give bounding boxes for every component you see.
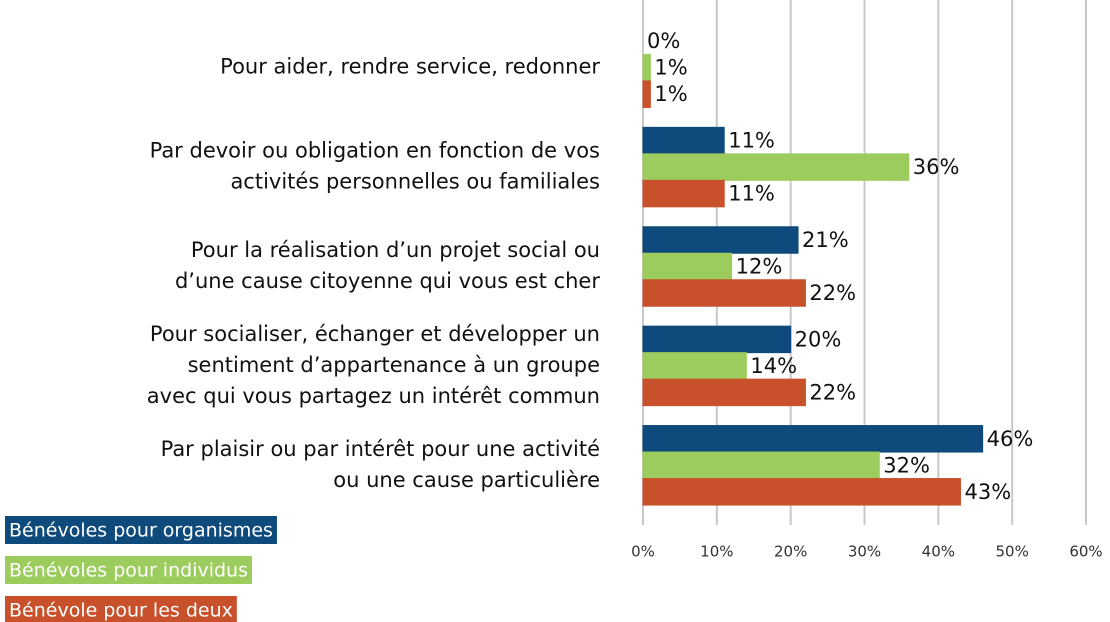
category-label: Par plaisir ou par intérêt pour une acti…: [161, 437, 600, 461]
category-label: Pour la réalisation d’un projet social o…: [191, 238, 600, 262]
bar: [642, 478, 961, 506]
bar: [642, 80, 651, 108]
legend-swatch: [5, 516, 277, 544]
data-label: 20%: [795, 327, 842, 351]
category-label: sentiment d’appartenance à un groupe: [188, 353, 600, 377]
x-tick-label: 0%: [631, 543, 655, 561]
bar: [642, 425, 984, 453]
data-label: 21%: [802, 228, 849, 252]
bar: [642, 352, 747, 380]
bar: [642, 279, 806, 307]
category-label: Par devoir ou obligation en fonction de …: [150, 139, 600, 163]
category-label: Pour aider, rendre service, redonner: [220, 55, 600, 79]
legend-label: Bénévole pour les deux: [9, 600, 233, 622]
legend-label: Bénévoles pour individus: [9, 560, 248, 582]
bar: [642, 226, 799, 254]
data-label: 22%: [809, 380, 856, 404]
category-label: d’une cause citoyenne qui vous est cher: [175, 269, 600, 293]
category-label: Pour socialiser, échanger et développer …: [150, 322, 600, 346]
bar: [642, 126, 725, 155]
legend-label: Bénévoles pour organismes: [9, 520, 273, 542]
bar: [642, 252, 733, 281]
bar: [642, 179, 725, 208]
x-tick-label: 30%: [848, 543, 881, 561]
bar: [642, 451, 880, 480]
bar: [642, 53, 651, 82]
category-label: activités personnelles ou familiales: [230, 170, 600, 194]
x-tick-label: 40%: [922, 543, 955, 561]
category-label: ou une cause particulière: [333, 468, 600, 492]
data-label: 14%: [750, 354, 797, 378]
legend-swatch: [5, 556, 252, 584]
data-label: 11%: [728, 182, 775, 206]
data-label: 22%: [809, 281, 856, 305]
x-tick-label: 50%: [995, 543, 1028, 561]
category-label: avec qui vous partagez un intérêt commun: [147, 384, 600, 408]
data-label: 0%: [647, 29, 680, 53]
data-label: 12%: [736, 255, 783, 279]
x-tick-label: 60%: [1069, 543, 1102, 561]
x-tick-label: 10%: [700, 543, 733, 561]
data-label: 1%: [654, 56, 687, 80]
x-tick-label: 20%: [774, 543, 807, 561]
data-label: 11%: [728, 129, 775, 153]
legend-swatch: [5, 596, 237, 622]
data-label: 36%: [913, 155, 960, 179]
data-label: 1%: [654, 82, 687, 106]
bar: [642, 378, 806, 407]
data-label: 46%: [987, 427, 1034, 451]
data-label: 43%: [964, 480, 1011, 504]
bar: [642, 153, 910, 181]
bar: [642, 325, 792, 354]
data-label: 32%: [883, 453, 930, 477]
